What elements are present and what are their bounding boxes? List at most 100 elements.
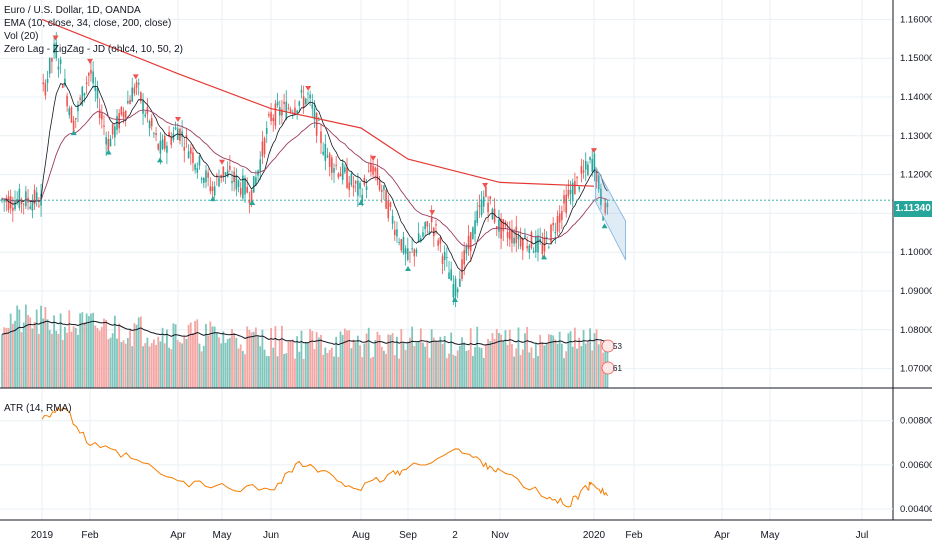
volume-bar [476,326,479,388]
volume-bar [571,346,574,388]
volume-bar [445,358,448,388]
volume-bar [578,337,581,388]
volume-bar [265,356,268,388]
candle-body [393,229,396,236]
candle-body [5,198,8,203]
volume-bar [350,348,353,388]
legend-volume[interactable]: Vol (20) [4,31,39,42]
candle-body [81,86,84,106]
candle-body [402,237,405,254]
volume-bar [218,337,220,388]
legend-zigzag[interactable]: Zero Lag - ZigZag - JD (ohlc4, 10, 50, 2… [4,44,183,55]
candles [1,32,609,308]
candle-body [189,147,192,154]
volume-bar [113,315,116,388]
candle-body [116,115,118,130]
candle-body [203,177,205,183]
time-tick-label: 2020 [583,530,606,541]
swing-high-marker [591,148,597,154]
candle-body [387,200,390,219]
volume-bar [68,310,71,388]
volume-bar [530,347,533,388]
volume-bar [159,341,162,388]
volume-bar [543,345,546,388]
volume-bar [48,330,51,388]
candle-body [320,131,322,144]
volume-bar [37,333,40,388]
volume-bar [131,346,134,388]
candle-body [489,196,492,200]
volume-bar [569,331,572,388]
volume-bar [14,320,16,388]
candle-body [194,164,196,170]
volume-bar [268,356,270,388]
swing-high-marker [132,74,139,80]
candle-body [326,155,329,158]
candle-body [239,187,242,195]
legend-atr[interactable]: ATR (14, RMA) [4,403,72,414]
candle-body [140,92,142,102]
candle-body [493,208,496,223]
volume-bar [281,325,283,388]
volume-bar [591,350,594,388]
volume-bar [363,343,366,388]
volume-bar [313,349,316,388]
legend-ema[interactable]: EMA (10, close, 34, close, 200, close) [4,18,172,29]
candle-body [463,250,466,265]
volume-bar [396,336,398,388]
volume-bar [3,327,6,388]
candle-body [348,182,350,190]
volume-bar [146,337,149,388]
candle-body [61,84,64,88]
candle-body [244,178,246,195]
candle-body [385,190,387,209]
volume-bar [144,343,147,388]
volume-bar [482,357,485,388]
candle-body [38,205,40,207]
volume-bar [87,316,90,388]
candle-body [528,245,531,253]
volume-bar [291,339,294,388]
price-tick-label: 1.13000 [900,131,932,142]
volume-bar [367,327,370,388]
volume-bar [276,356,279,388]
candle-body [469,232,472,252]
volume-bar [274,326,277,388]
candle-body [311,104,314,109]
time-axis: 2019 Feb Apr May Jun Aug Sep 2 Nov 2020 Feb Apr May J… [31,530,869,541]
candle-body [587,164,589,176]
candle-body [563,195,565,204]
candle-body [274,103,277,126]
candle-body [335,164,337,166]
time-tick-label: Apr [714,530,730,541]
volume-bar [465,350,468,388]
zigzag-markers [52,35,608,302]
volume-bar [98,330,101,388]
volume-bar [179,342,181,388]
volume-bar [346,330,348,388]
candle-body [127,101,129,104]
candle-body [352,185,355,188]
candle-body [456,288,459,293]
volume-bar [77,334,79,388]
volume-bar [513,356,516,388]
candle-body [446,257,448,258]
candle-body [261,141,264,157]
volume-bar [511,344,513,388]
price-tick-label: 1.09000 [900,286,932,297]
legend-symbol[interactable]: Euro / U.S. Dollar, 1D, OANDA [4,5,141,16]
candle-body [224,172,227,175]
candle-body [406,248,409,260]
volume-bar [155,344,157,388]
candle-body [109,138,112,147]
volume-bar [207,335,210,388]
candle-body [565,194,567,213]
candle-body [602,216,604,221]
volume-bar [244,354,246,388]
volume-bar [372,356,374,388]
volume-bar [352,339,355,388]
volume-bar [66,332,68,388]
price-tick-label: 1.16000 [900,14,932,25]
